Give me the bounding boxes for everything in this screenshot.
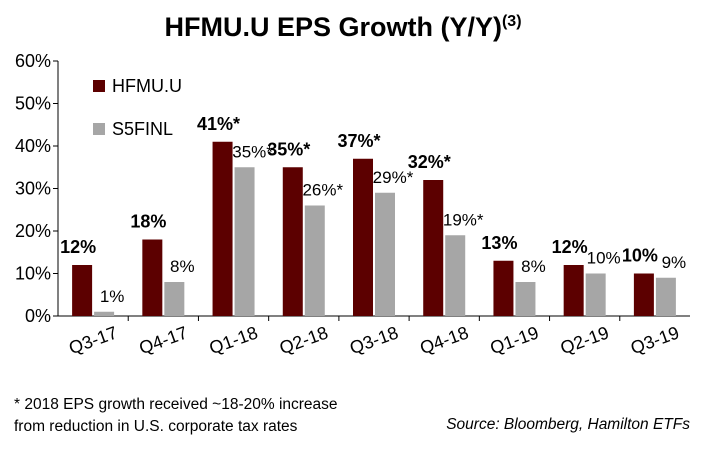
bar-s5finl <box>375 192 395 316</box>
x-tick-label: Q3-19 <box>628 322 682 358</box>
bar-hfmu-u <box>563 265 584 316</box>
y-tick-label: 20% <box>15 221 51 241</box>
y-tick-label: 10% <box>15 264 51 284</box>
data-label: 10% <box>622 246 658 266</box>
y-tick-label: 40% <box>15 136 51 156</box>
footnote-line-1: * 2018 EPS growth received ~18-20% incre… <box>14 396 338 413</box>
data-label: 18% <box>130 212 166 232</box>
data-label: 32%* <box>408 152 451 172</box>
bar-hfmu-u <box>353 158 373 316</box>
bar-s5finl <box>585 273 606 316</box>
x-tick-label: Q4-17 <box>136 322 190 358</box>
y-tick-label: 30% <box>15 179 51 199</box>
bar-hfmu-u <box>212 141 233 316</box>
footnote-line-2: from reduction in U.S. corporate tax rat… <box>14 418 298 435</box>
data-label: 26%* <box>302 181 343 200</box>
legend: HFMU.U S5FINL <box>93 76 182 139</box>
bar-hfmu-u <box>493 260 514 316</box>
data-label: 8% <box>170 257 195 276</box>
data-label: 10% <box>587 249 621 268</box>
data-label: 41%* <box>197 114 240 134</box>
x-tick-label: Q4-18 <box>417 322 471 358</box>
data-label: 9% <box>662 253 687 272</box>
data-label: 29%* <box>373 168 414 187</box>
data-labels: 12% 1% 18% 8% 41%* 35%*35%* 26%* 37%* 29%*32%* 19… <box>60 114 686 306</box>
data-label: 37%* <box>337 131 380 151</box>
bar-s5finl <box>655 277 676 316</box>
bar-s5finl <box>304 205 325 316</box>
source-note: Source: Bloomberg, Hamilton ETFs <box>446 416 690 433</box>
data-label: 12% <box>60 237 96 257</box>
chart-title-main: HFMU.U EPS Growth (Y/Y) <box>164 12 502 42</box>
bar-hfmu-u <box>633 273 654 316</box>
bar-s5finl <box>164 282 185 316</box>
legend-swatch <box>93 123 105 135</box>
bar-s5finl <box>234 167 255 316</box>
x-tick-label: Q3-17 <box>66 322 120 358</box>
bar-hfmu-u <box>423 180 444 316</box>
chart-title-superscript: (3) <box>502 13 522 30</box>
data-label: 12% <box>552 237 588 257</box>
bar-s5finl <box>515 282 536 316</box>
x-tick-label: Q2-19 <box>558 322 612 358</box>
y-tick-label: 0% <box>25 306 51 326</box>
data-label: 13% <box>481 233 517 253</box>
bar-s5finl <box>94 311 115 316</box>
y-tick-label: 50% <box>15 94 51 114</box>
data-label: 35%* <box>232 142 273 161</box>
bar-hfmu-u <box>72 265 93 316</box>
x-tick-label: Q3-18 <box>347 322 401 358</box>
bars <box>72 141 676 316</box>
data-label: 8% <box>521 257 546 276</box>
legend-swatch <box>93 80 105 92</box>
x-tick-label: Q1-19 <box>487 322 541 358</box>
data-label: 19%* <box>443 210 484 229</box>
bar-s5finl <box>445 235 466 316</box>
bar-hfmu-u <box>142 239 163 316</box>
bar-hfmu-u <box>282 167 303 316</box>
legend-label: HFMU.U <box>112 76 182 96</box>
x-tick-label: Q2-18 <box>277 322 331 358</box>
data-label: 1% <box>100 287 125 306</box>
data-label: 35%* <box>267 139 310 159</box>
footnote: * 2018 EPS growth received ~18-20% incre… <box>14 394 338 438</box>
legend-label: S5FINL <box>112 119 173 139</box>
y-tick-label: 60% <box>15 51 51 71</box>
chart-title: HFMU.U EPS Growth (Y/Y)(3) <box>164 12 521 42</box>
x-tick-label: Q1-18 <box>207 322 261 358</box>
